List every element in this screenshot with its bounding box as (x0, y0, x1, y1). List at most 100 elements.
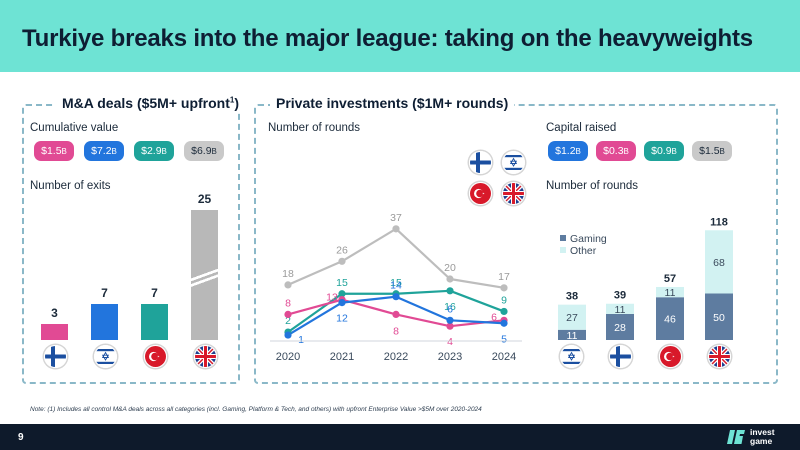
data-label-finland: 8 (285, 297, 291, 309)
turkey-flag-icon (469, 182, 492, 205)
stack-segment-gaming (606, 313, 634, 340)
exit-bar-turkey (141, 303, 168, 340)
segment-label: 11 (615, 304, 626, 316)
exit-bar-finland (41, 324, 68, 340)
point-uk (392, 225, 400, 233)
point-uk (338, 257, 346, 265)
legend-label: Other (570, 245, 597, 257)
data-label-israel: 1 (298, 334, 304, 346)
data-label-uk: 18 (282, 268, 294, 280)
point-turkiye (338, 290, 346, 298)
capital-pill-turkiye: $0.9B (644, 141, 684, 161)
turkey-flag-icon (659, 345, 682, 368)
data-label-uk: 20 (444, 262, 456, 274)
invest-game-logo: invest game (726, 427, 784, 447)
point-israel (338, 299, 346, 307)
uk-flag-icon (502, 182, 525, 205)
legend-swatch-gaming (560, 235, 566, 241)
page-number: 9 (18, 432, 24, 443)
stack-segment-gaming (558, 329, 586, 340)
exit-bar-uk (191, 210, 218, 340)
stack-segment-other (606, 303, 634, 314)
footer-bar: 9 invest game (0, 424, 800, 450)
data-label-israel: 6 (447, 303, 453, 315)
segment-label: 11 (567, 330, 578, 342)
value-pill-finland: $1.5B (34, 141, 74, 161)
israel-flag-icon (502, 151, 525, 174)
exit-bar-label: 7 (101, 285, 108, 300)
point-finland (284, 310, 292, 318)
stack-total-label: 38 (566, 291, 578, 303)
data-label-turkiye: 16 (444, 301, 456, 313)
value-pill-uk: $6.9B (184, 141, 224, 161)
segment-label: 46 (664, 314, 676, 326)
x-tick-label: 2020 (276, 351, 300, 363)
data-label-turkiye: 2 (285, 315, 291, 327)
capital-pill-israel: $1.2B (548, 141, 588, 161)
footnote: Note: (1) Includes all control M&A deals… (30, 406, 482, 413)
segment-label: 50 (713, 312, 725, 324)
uk-flag-icon (708, 345, 731, 368)
uk-flag-icon (194, 345, 217, 368)
number-of-rounds-label-2: Number of rounds (546, 180, 639, 192)
point-uk (500, 284, 508, 292)
point-israel (284, 331, 292, 339)
point-finland (392, 310, 400, 318)
finland-flag-icon (469, 151, 492, 174)
private-investments-panel (254, 104, 778, 384)
data-label-finland: 4 (447, 336, 453, 348)
segment-label: 11 (665, 287, 676, 299)
exit-bar-label: 7 (151, 285, 158, 300)
data-label-uk: 26 (336, 244, 348, 256)
exit-bar-label: 25 (197, 192, 212, 206)
point-israel (500, 319, 508, 327)
logo-mark-icon (727, 430, 745, 444)
data-label-turkiye: 15 (336, 277, 348, 289)
capital-raised-label: Capital raised (546, 122, 617, 134)
point-turkiye (446, 287, 454, 295)
stack-segment-other (558, 304, 586, 330)
stack-total-label: 118 (710, 216, 728, 228)
point-uk (284, 281, 292, 289)
ma-deals-title: M&A deals ($5M+ upfront1) (56, 95, 246, 111)
segment-label: 27 (566, 312, 578, 324)
page-title: Turkiye breaks into the major league: ta… (22, 25, 753, 52)
stack-segment-gaming (656, 297, 684, 340)
segment-label: 28 (614, 322, 626, 334)
capital-pill-uk: $1.5B (692, 141, 732, 161)
value-pill-israel: $7.2B (84, 141, 124, 161)
x-tick-label: 2023 (438, 351, 462, 363)
point-turkiye (500, 307, 508, 316)
private-investments-title: Private investments ($1M+ rounds) (270, 95, 515, 111)
capital-pill-finland: $0.3B (596, 141, 636, 161)
header-banner: Turkiye breaks into the major league: ta… (0, 0, 800, 72)
stack-segment-other (705, 230, 733, 294)
data-label-finland: 8 (393, 325, 399, 337)
cumulative-value-label: Cumulative value (30, 122, 119, 134)
data-label-turkiye: 9 (501, 294, 507, 306)
number-of-exits-label: Number of exits (30, 180, 111, 192)
point-uk (446, 275, 454, 283)
finland-flag-icon (44, 345, 67, 368)
data-label-israel: 5 (501, 333, 507, 345)
x-tick-label: 2021 (330, 351, 354, 363)
segment-label: 68 (713, 257, 725, 269)
data-label-uk: 17 (498, 271, 510, 283)
stack-segment-gaming (705, 293, 733, 340)
number-of-rounds-label: Number of rounds (268, 122, 361, 134)
data-label-uk: 37 (390, 212, 402, 224)
legend-swatch-other (560, 247, 566, 253)
data-label-finland: 6 (491, 311, 497, 323)
israel-flag-icon (94, 345, 117, 368)
legend-label: Gaming (570, 233, 607, 245)
point-israel (392, 293, 400, 301)
turkey-flag-icon (144, 345, 167, 368)
stack-total-label: 39 (614, 290, 626, 302)
point-israel (446, 316, 454, 324)
data-label-turkiye: 15 (390, 277, 402, 289)
finland-flag-icon (609, 345, 632, 368)
stack-segment-other (656, 286, 684, 298)
stack-total-label: 57 (664, 273, 676, 285)
